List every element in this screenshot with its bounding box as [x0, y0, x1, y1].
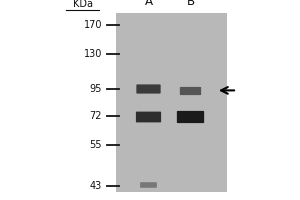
Text: A: A — [145, 0, 152, 8]
Text: 95: 95 — [90, 84, 102, 94]
Text: KDa: KDa — [73, 0, 92, 9]
Text: 55: 55 — [89, 140, 102, 150]
Text: 72: 72 — [89, 111, 102, 121]
FancyBboxPatch shape — [136, 84, 161, 94]
FancyBboxPatch shape — [177, 111, 204, 123]
FancyBboxPatch shape — [180, 87, 201, 95]
Text: 170: 170 — [83, 20, 102, 30]
Text: 43: 43 — [90, 181, 102, 191]
Text: 130: 130 — [84, 49, 102, 59]
Bar — [116, 13, 226, 192]
Text: B: B — [186, 0, 195, 8]
FancyBboxPatch shape — [136, 112, 161, 122]
FancyBboxPatch shape — [140, 182, 157, 188]
